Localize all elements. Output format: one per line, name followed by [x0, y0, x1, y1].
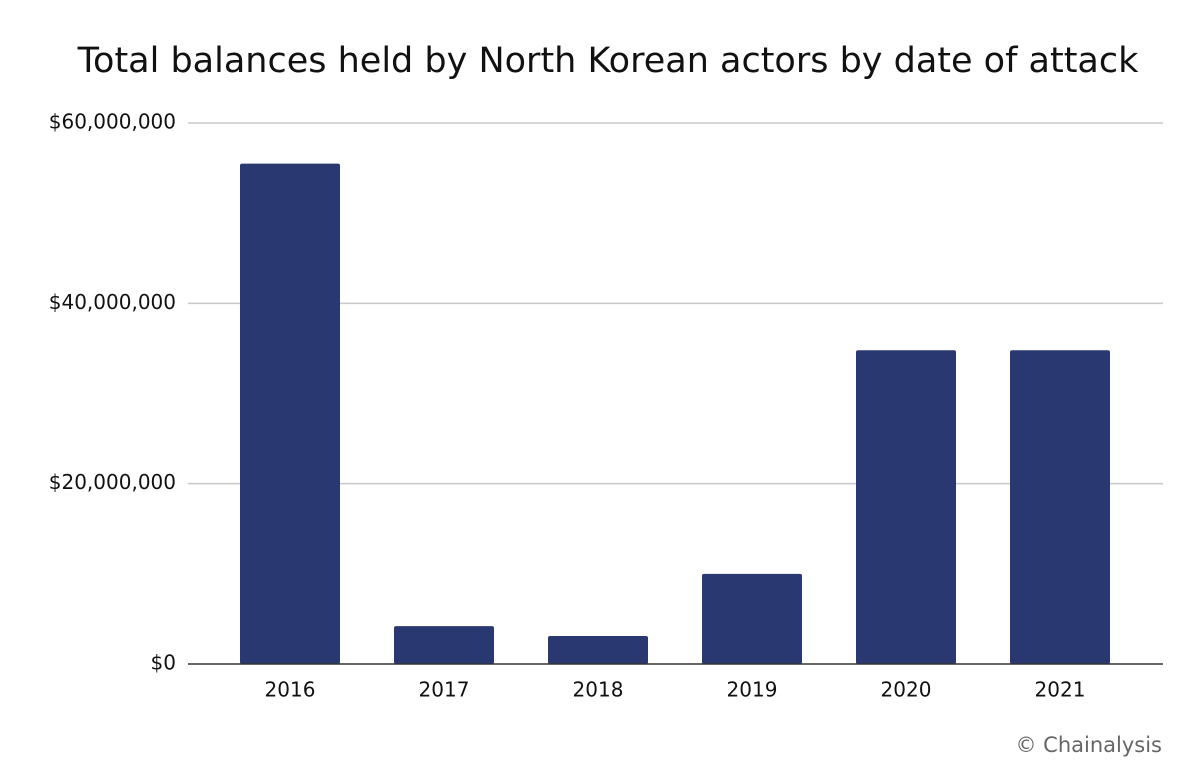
bar: [240, 163, 340, 664]
bar: [548, 636, 648, 664]
bar: [702, 573, 802, 664]
x-tick-label: 2019: [727, 678, 778, 702]
x-tick-label: 2020: [881, 678, 932, 702]
x-tick-label: 2016: [265, 678, 316, 702]
chart-title: Total balances held by North Korean acto…: [77, 41, 1140, 81]
source-note: © Chainalysis: [1015, 733, 1162, 757]
bar: [394, 626, 494, 664]
y-tick-label: $0: [151, 651, 176, 675]
y-tick-label: $60,000,000: [49, 110, 176, 134]
x-tick-label: 2021: [1035, 678, 1086, 702]
bar: [1010, 350, 1110, 664]
x-tick-label: 2017: [419, 678, 470, 702]
bar: [856, 350, 956, 664]
x-tick-label: 2018: [573, 678, 624, 702]
y-tick-label: $20,000,000: [49, 470, 176, 494]
y-tick-label: $40,000,000: [49, 290, 176, 314]
